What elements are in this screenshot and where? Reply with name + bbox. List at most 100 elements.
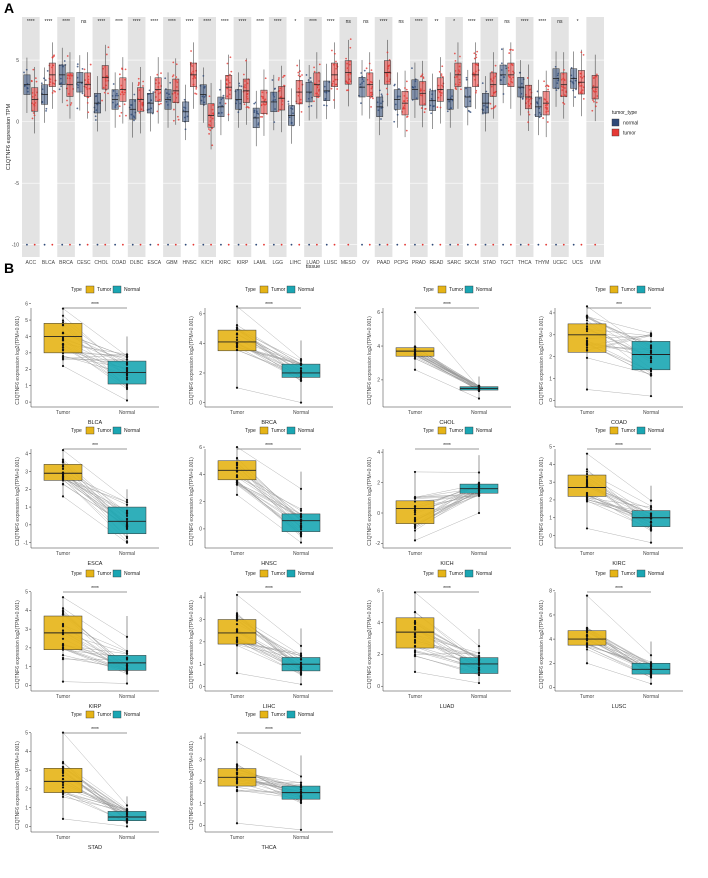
- tumor-outlier-point: [333, 243, 336, 246]
- paired-line: [236, 483, 302, 518]
- legend-label-normal: Normal: [648, 428, 664, 434]
- tumor-point: [299, 75, 302, 78]
- tumor-point: [413, 311, 417, 314]
- tumor-point: [563, 68, 565, 71]
- tumor-point: [235, 345, 239, 348]
- x-tick-label: KIRP: [237, 260, 249, 266]
- tumor-point: [459, 55, 461, 58]
- legend-label-tumor: Tumor: [449, 571, 464, 577]
- normal-point: [43, 77, 45, 80]
- normal-point: [649, 676, 653, 679]
- normal-point: [649, 340, 653, 343]
- y-tick-label: 1: [549, 516, 552, 522]
- normal-point: [125, 376, 129, 379]
- normal-point: [125, 667, 129, 670]
- significance-label: ****: [468, 19, 476, 25]
- tumor-point: [585, 637, 589, 640]
- tumor-point: [413, 651, 417, 654]
- significance-label: ***: [92, 443, 98, 449]
- tumor-point: [582, 53, 585, 56]
- tumor-point: [235, 348, 239, 352]
- normal-point: [299, 367, 303, 370]
- legend-label-normal: Normal: [648, 287, 664, 293]
- tumor-point: [61, 629, 65, 632]
- tumor-point: [585, 388, 589, 391]
- tumor-outlier-point: [421, 243, 424, 246]
- paired-line: [586, 528, 652, 543]
- legend-swatch-normal: [112, 426, 122, 435]
- legend-swatch-tumor: [85, 569, 95, 578]
- tumor-point: [246, 106, 249, 108]
- normal-point: [45, 107, 48, 110]
- tumor-point: [413, 519, 417, 522]
- normal-outlier-point: [449, 243, 452, 246]
- x-tick-label: PRAD: [412, 260, 426, 266]
- tumor-point: [436, 106, 439, 109]
- normal-point: [125, 512, 129, 515]
- y-tick-label: 3: [549, 480, 552, 486]
- tumor-point: [235, 324, 239, 327]
- normal-point: [465, 78, 468, 81]
- x-tick-label-tumor: Tumor: [56, 551, 71, 557]
- tumor-point: [195, 93, 198, 95]
- y-axis-title: C1QTNF6 expression log2(TPM+0.001): [189, 457, 195, 546]
- x-tick-label-tumor: Tumor: [230, 835, 245, 841]
- y-tick-label: 4: [377, 344, 380, 350]
- tumor-point: [313, 100, 315, 103]
- legend-title: Type: [71, 287, 82, 293]
- normal-point: [125, 669, 129, 672]
- normal-point: [536, 90, 539, 93]
- tumor-outlier-point: [457, 243, 459, 246]
- significance-label: ****: [186, 19, 194, 25]
- tumor-point: [61, 769, 65, 772]
- x-axis-title: KIRC: [612, 561, 625, 567]
- significance-label: ****: [91, 586, 99, 592]
- y-axis-title: C1QTNF6 expression log2(TPM+0.001): [15, 600, 21, 689]
- tumor-point: [585, 499, 589, 502]
- tumor-point: [585, 497, 589, 500]
- legend-swatch-normal: [636, 569, 646, 578]
- normal-point: [299, 654, 303, 657]
- normal-point: [396, 113, 399, 116]
- paired-line: [62, 308, 128, 357]
- normal-point: [299, 783, 303, 786]
- tumor-point: [61, 654, 65, 657]
- normal-outlier-point: [149, 243, 152, 246]
- tumor-point: [142, 85, 144, 87]
- normal-point: [169, 81, 172, 84]
- normal-point: [649, 361, 653, 364]
- y-axis-title: C1QTNF6 expression log2(TPM+0.001): [189, 316, 195, 405]
- normal-point: [183, 98, 186, 101]
- significance-label: ****: [27, 19, 35, 25]
- tumor-point: [405, 116, 408, 118]
- y-tick-label: 0: [199, 684, 202, 690]
- normal-point: [46, 70, 49, 72]
- tumor-point: [230, 70, 233, 73]
- tumor-point: [160, 72, 162, 75]
- y-tick-label: 5: [25, 730, 28, 736]
- tumor-point: [585, 626, 589, 629]
- tumor-point: [563, 103, 566, 105]
- tumor-outlier-point: [227, 243, 230, 246]
- normal-point: [477, 511, 481, 515]
- normal-point: [112, 83, 115, 85]
- tumor-point: [422, 76, 425, 79]
- x-axis-title: LUSC: [612, 704, 627, 710]
- normal-outlier-point: [255, 243, 258, 246]
- normal-point: [649, 516, 653, 519]
- normal-point: [125, 373, 129, 376]
- panel-luad: Type Tumor Normal **** 0 2 4 6 C1QTNF6 expressio…: [367, 569, 511, 710]
- normal-point: [430, 112, 433, 115]
- significance-label: ****: [265, 727, 273, 733]
- tumor-point: [585, 316, 589, 320]
- tumor-point: [235, 619, 239, 622]
- paired-line: [414, 352, 480, 388]
- y-tick-label: -5: [15, 181, 20, 187]
- tumor-point: [235, 593, 239, 597]
- tumor-point: [61, 771, 65, 775]
- tumor-point: [491, 71, 493, 73]
- tumor-point: [34, 77, 37, 79]
- y-axis-title: C1QTNF6 expression log2(TPM+0.001): [367, 316, 373, 405]
- panel-thca: Type Tumor Normal **** 0 1 2 3 4 C1QTNF6 expressi…: [189, 710, 333, 851]
- x-tick-label: UCEC: [553, 260, 568, 266]
